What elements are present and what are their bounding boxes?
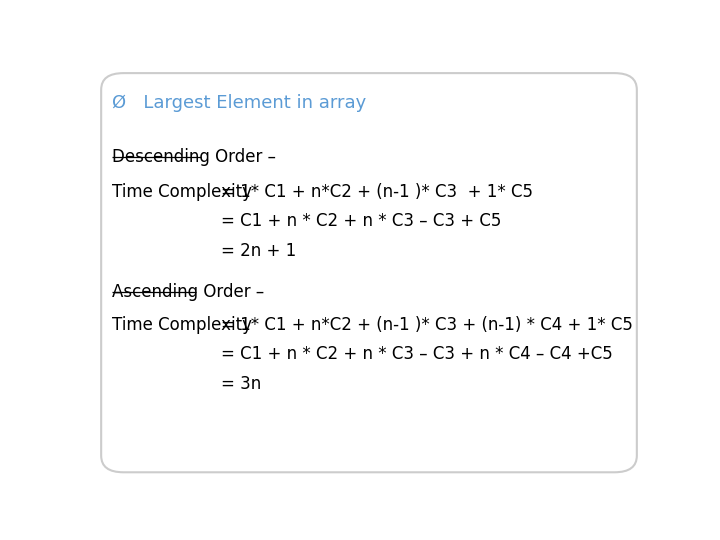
Text: Descending Order –: Descending Order – xyxy=(112,148,276,166)
Text: Ø   Largest Element in array: Ø Largest Element in array xyxy=(112,94,366,112)
Text: Ascending Order –: Ascending Order – xyxy=(112,283,264,301)
Text: = 3n: = 3n xyxy=(221,375,261,393)
Text: Time Complexity: Time Complexity xyxy=(112,183,252,201)
Text: = 1* C1 + n*C2 + (n-1 )* C3  + 1* C5: = 1* C1 + n*C2 + (n-1 )* C3 + 1* C5 xyxy=(221,183,533,201)
FancyBboxPatch shape xyxy=(101,73,637,472)
Text: = 2n + 1: = 2n + 1 xyxy=(221,241,297,260)
Text: = 1* C1 + n*C2 + (n-1 )* C3 + (n-1) * C4 + 1* C5: = 1* C1 + n*C2 + (n-1 )* C3 + (n-1) * C4… xyxy=(221,316,633,334)
Text: Time Complexity: Time Complexity xyxy=(112,316,252,334)
Text: = C1 + n * C2 + n * C3 – C3 + C5: = C1 + n * C2 + n * C3 – C3 + C5 xyxy=(221,212,502,231)
Text: = C1 + n * C2 + n * C3 – C3 + n * C4 – C4 +C5: = C1 + n * C2 + n * C3 – C3 + n * C4 – C… xyxy=(221,346,613,363)
